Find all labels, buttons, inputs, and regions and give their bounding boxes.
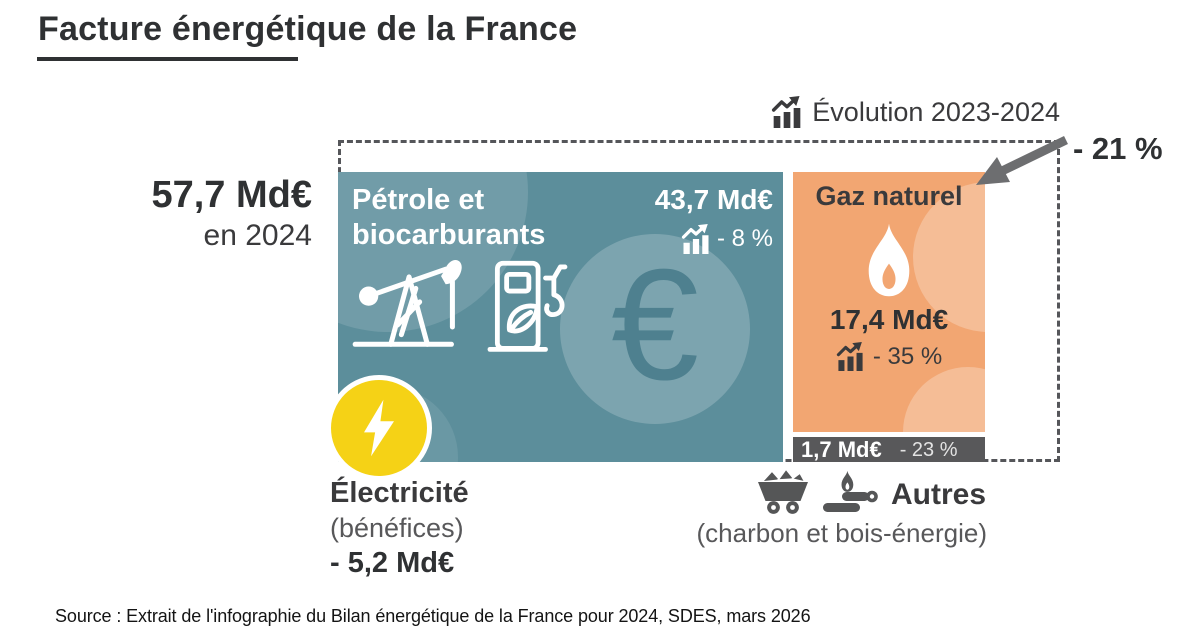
autres-detail: (charbon et bois-énergie) xyxy=(696,518,988,548)
change-arrow-icon xyxy=(976,135,1068,185)
electricity-legend: Électricité (bénéfices) - 5,2 Md€ xyxy=(330,477,469,580)
oil-pumpjack-icon xyxy=(352,259,462,347)
petrole-change: - 8 % xyxy=(716,225,773,252)
petrole-amount: 43,7 Md€ xyxy=(654,184,773,215)
gaz-amount: 17,4 Md€ xyxy=(829,304,949,335)
title-underline xyxy=(37,57,298,61)
evolution-label: Évolution 2023-2024 xyxy=(812,96,1060,127)
overall-change-value: - 21 % xyxy=(1073,131,1163,166)
source-caption: Source : Extrait de l'infographie du Bil… xyxy=(55,606,811,626)
electricity-detail: (bénéfices) xyxy=(330,513,464,543)
decorative-circle xyxy=(903,367,985,432)
autres-legend: Autres xyxy=(755,466,986,516)
trend-chart-icon xyxy=(772,96,801,128)
trend-chart-icon xyxy=(681,224,709,254)
euro-symbol: € xyxy=(611,237,699,413)
trend-chart-icon xyxy=(836,342,863,371)
segment-gaz: Gaz naturel 17,4 Md€ - 35 % xyxy=(793,172,985,432)
autres-amount: 1,7 Md€ xyxy=(801,436,882,462)
electricity-amount: - 5,2 Md€ xyxy=(330,547,455,579)
wood-energy-icon xyxy=(823,470,878,512)
segment-autres-bar: 1,7 Md€ - 23 % xyxy=(793,437,985,462)
flame-icon xyxy=(868,223,910,297)
autres-change: - 23 % xyxy=(899,438,958,461)
coal-cart-icon xyxy=(758,468,808,514)
page-title: Facture énergétique de la France xyxy=(38,10,578,48)
total-amount: 57,7 Md€ xyxy=(151,174,312,216)
gaz-evolution: - 35 % xyxy=(793,342,985,371)
gaz-change: - 35 % xyxy=(872,342,943,370)
lightning-bolt-icon xyxy=(364,399,394,457)
total-period: en 2024 xyxy=(203,218,312,252)
petrole-label: Pétrole et biocarburants xyxy=(352,184,546,251)
electricity-badge xyxy=(326,375,432,481)
autres-label: Autres xyxy=(891,478,987,511)
electricity-label: Électricité xyxy=(330,477,469,509)
euro-circle: € xyxy=(560,234,750,424)
biofuel-pump-icon xyxy=(487,260,568,352)
petrole-evolution: - 8 % xyxy=(681,224,773,254)
evolution-header: Évolution 2023-2024 xyxy=(771,96,1060,128)
gaz-label: Gaz naturel xyxy=(815,181,963,211)
total-block: 57,7 Md€ en 2024 xyxy=(56,174,312,253)
